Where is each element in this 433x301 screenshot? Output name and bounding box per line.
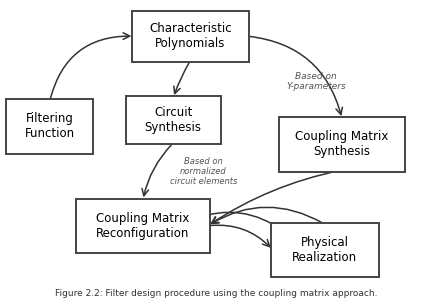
FancyBboxPatch shape (76, 199, 210, 253)
Text: Physical
Realization: Physical Realization (292, 236, 357, 264)
Text: Coupling Matrix
Synthesis: Coupling Matrix Synthesis (295, 130, 389, 159)
Text: Based on
normalized
circuit elements: Based on normalized circuit elements (170, 157, 237, 187)
Text: Circuit
Synthesis: Circuit Synthesis (145, 106, 202, 135)
FancyBboxPatch shape (132, 11, 249, 62)
Text: Coupling Matrix
Reconfiguration: Coupling Matrix Reconfiguration (96, 212, 190, 240)
Text: Filtering
Function: Filtering Function (25, 112, 75, 141)
FancyBboxPatch shape (126, 96, 221, 144)
FancyBboxPatch shape (271, 223, 379, 277)
FancyBboxPatch shape (6, 99, 93, 154)
Text: Figure 2.2: Filter design procedure using the coupling matrix approach.: Figure 2.2: Filter design procedure usin… (55, 289, 378, 298)
FancyBboxPatch shape (279, 117, 405, 172)
Text: Based on
Y-parameters: Based on Y-parameters (286, 72, 346, 91)
Text: Characteristic
Polynomials: Characteristic Polynomials (149, 22, 232, 50)
